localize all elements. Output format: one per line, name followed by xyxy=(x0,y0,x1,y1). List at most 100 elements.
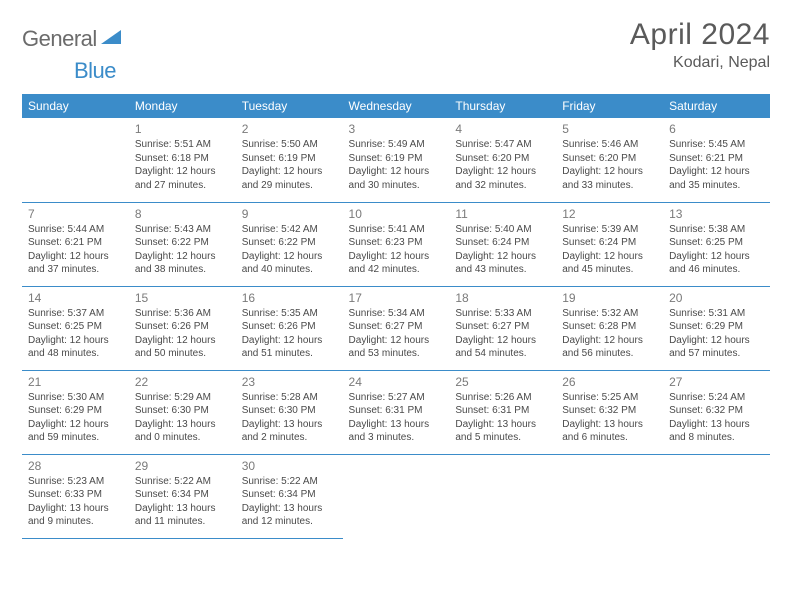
day-number: 16 xyxy=(242,291,337,305)
calendar-cell: 12Sunrise: 5:39 AMSunset: 6:24 PMDayligh… xyxy=(556,202,663,286)
daylight-line: Daylight: 13 hours and 2 minutes. xyxy=(242,418,337,445)
daylight-line: Daylight: 12 hours and 40 minutes. xyxy=(242,250,337,277)
sunrise-line: Sunrise: 5:42 AM xyxy=(242,223,337,237)
calendar-cell: 14Sunrise: 5:37 AMSunset: 6:25 PMDayligh… xyxy=(22,286,129,370)
calendar-cell: 18Sunrise: 5:33 AMSunset: 6:27 PMDayligh… xyxy=(449,286,556,370)
calendar-cell: 27Sunrise: 5:24 AMSunset: 6:32 PMDayligh… xyxy=(663,370,770,454)
sunset-line: Sunset: 6:19 PM xyxy=(349,152,444,166)
daylight-line: Daylight: 12 hours and 53 minutes. xyxy=(349,334,444,361)
calendar-cell: 6Sunrise: 5:45 AMSunset: 6:21 PMDaylight… xyxy=(663,118,770,202)
calendar-cell: 7Sunrise: 5:44 AMSunset: 6:21 PMDaylight… xyxy=(22,202,129,286)
sunrise-line: Sunrise: 5:40 AM xyxy=(455,223,550,237)
sunrise-line: Sunrise: 5:22 AM xyxy=(135,475,230,489)
sunset-line: Sunset: 6:30 PM xyxy=(135,404,230,418)
calendar-cell: 3Sunrise: 5:49 AMSunset: 6:19 PMDaylight… xyxy=(343,118,450,202)
daylight-line: Daylight: 12 hours and 46 minutes. xyxy=(669,250,764,277)
calendar-cell: 13Sunrise: 5:38 AMSunset: 6:25 PMDayligh… xyxy=(663,202,770,286)
calendar-header-row: SundayMondayTuesdayWednesdayThursdayFrid… xyxy=(22,94,770,118)
daylight-line: Daylight: 12 hours and 56 minutes. xyxy=(562,334,657,361)
calendar-cell: 30Sunrise: 5:22 AMSunset: 6:34 PMDayligh… xyxy=(236,454,343,538)
day-number: 26 xyxy=(562,375,657,389)
sunrise-line: Sunrise: 5:26 AM xyxy=(455,391,550,405)
sunset-line: Sunset: 6:22 PM xyxy=(242,236,337,250)
calendar-cell: 2Sunrise: 5:50 AMSunset: 6:19 PMDaylight… xyxy=(236,118,343,202)
daylight-line: Daylight: 12 hours and 50 minutes. xyxy=(135,334,230,361)
sunset-line: Sunset: 6:29 PM xyxy=(28,404,123,418)
daylight-line: Daylight: 12 hours and 45 minutes. xyxy=(562,250,657,277)
day-number: 22 xyxy=(135,375,230,389)
calendar-week-row: 7Sunrise: 5:44 AMSunset: 6:21 PMDaylight… xyxy=(22,202,770,286)
day-number: 1 xyxy=(135,122,230,136)
sunrise-line: Sunrise: 5:49 AM xyxy=(349,138,444,152)
sunset-line: Sunset: 6:32 PM xyxy=(562,404,657,418)
sunrise-line: Sunrise: 5:43 AM xyxy=(135,223,230,237)
day-header: Monday xyxy=(129,94,236,118)
day-number: 28 xyxy=(28,459,123,473)
sunrise-line: Sunrise: 5:23 AM xyxy=(28,475,123,489)
daylight-line: Daylight: 12 hours and 38 minutes. xyxy=(135,250,230,277)
sunset-line: Sunset: 6:24 PM xyxy=(562,236,657,250)
day-number: 25 xyxy=(455,375,550,389)
location-label: Kodari, Nepal xyxy=(630,54,770,72)
calendar-body: 1Sunrise: 5:51 AMSunset: 6:18 PMDaylight… xyxy=(22,118,770,538)
daylight-line: Daylight: 12 hours and 32 minutes. xyxy=(455,165,550,192)
day-header: Wednesday xyxy=(343,94,450,118)
calendar-cell: 19Sunrise: 5:32 AMSunset: 6:28 PMDayligh… xyxy=(556,286,663,370)
calendar-cell: 5Sunrise: 5:46 AMSunset: 6:20 PMDaylight… xyxy=(556,118,663,202)
day-header: Saturday xyxy=(663,94,770,118)
day-number: 14 xyxy=(28,291,123,305)
day-number: 8 xyxy=(135,207,230,221)
sunrise-line: Sunrise: 5:25 AM xyxy=(562,391,657,405)
daylight-line: Daylight: 13 hours and 11 minutes. xyxy=(135,502,230,529)
triangle-icon xyxy=(101,28,121,49)
calendar-cell: 28Sunrise: 5:23 AMSunset: 6:33 PMDayligh… xyxy=(22,454,129,538)
day-number: 9 xyxy=(242,207,337,221)
calendar-cell: 22Sunrise: 5:29 AMSunset: 6:30 PMDayligh… xyxy=(129,370,236,454)
sunrise-line: Sunrise: 5:36 AM xyxy=(135,307,230,321)
calendar-cell: 15Sunrise: 5:36 AMSunset: 6:26 PMDayligh… xyxy=(129,286,236,370)
calendar-week-row: 1Sunrise: 5:51 AMSunset: 6:18 PMDaylight… xyxy=(22,118,770,202)
logo: General xyxy=(22,26,123,52)
daylight-line: Daylight: 12 hours and 54 minutes. xyxy=(455,334,550,361)
daylight-line: Daylight: 13 hours and 3 minutes. xyxy=(349,418,444,445)
day-number: 27 xyxy=(669,375,764,389)
calendar-cell: 20Sunrise: 5:31 AMSunset: 6:29 PMDayligh… xyxy=(663,286,770,370)
daylight-line: Daylight: 12 hours and 37 minutes. xyxy=(28,250,123,277)
sunset-line: Sunset: 6:23 PM xyxy=(349,236,444,250)
daylight-line: Daylight: 12 hours and 27 minutes. xyxy=(135,165,230,192)
sunrise-line: Sunrise: 5:35 AM xyxy=(242,307,337,321)
calendar-cell: 24Sunrise: 5:27 AMSunset: 6:31 PMDayligh… xyxy=(343,370,450,454)
calendar-cell xyxy=(663,454,770,538)
daylight-line: Daylight: 12 hours and 42 minutes. xyxy=(349,250,444,277)
day-number: 17 xyxy=(349,291,444,305)
calendar-cell: 8Sunrise: 5:43 AMSunset: 6:22 PMDaylight… xyxy=(129,202,236,286)
sunset-line: Sunset: 6:25 PM xyxy=(669,236,764,250)
day-number: 30 xyxy=(242,459,337,473)
sunset-line: Sunset: 6:30 PM xyxy=(242,404,337,418)
sunset-line: Sunset: 6:32 PM xyxy=(669,404,764,418)
calendar-week-row: 21Sunrise: 5:30 AMSunset: 6:29 PMDayligh… xyxy=(22,370,770,454)
day-number: 13 xyxy=(669,207,764,221)
sunrise-line: Sunrise: 5:41 AM xyxy=(349,223,444,237)
sunrise-line: Sunrise: 5:24 AM xyxy=(669,391,764,405)
daylight-line: Daylight: 13 hours and 9 minutes. xyxy=(28,502,123,529)
day-header: Sunday xyxy=(22,94,129,118)
sunrise-line: Sunrise: 5:39 AM xyxy=(562,223,657,237)
sunset-line: Sunset: 6:26 PM xyxy=(242,320,337,334)
sunrise-line: Sunrise: 5:50 AM xyxy=(242,138,337,152)
calendar-cell: 1 Sunrise: 5:51 AMSunset: 6:18 PMDaylight… xyxy=(129,118,236,202)
sunset-line: Sunset: 6:18 PM xyxy=(135,152,230,166)
sunrise-line: Sunrise: 5:47 AM xyxy=(455,138,550,152)
title-block: April 2024 Kodari, Nepal xyxy=(630,18,770,72)
day-header: Thursday xyxy=(449,94,556,118)
calendar-cell: 29Sunrise: 5:22 AMSunset: 6:34 PMDayligh… xyxy=(129,454,236,538)
daylight-line: Daylight: 13 hours and 6 minutes. xyxy=(562,418,657,445)
day-number: 19 xyxy=(562,291,657,305)
daylight-line: Daylight: 12 hours and 30 minutes. xyxy=(349,165,444,192)
sunrise-line: Sunrise: 5:51 AM xyxy=(135,138,230,152)
day-number: 5 xyxy=(562,122,657,136)
day-header: Friday xyxy=(556,94,663,118)
calendar-cell: 17Sunrise: 5:34 AMSunset: 6:27 PMDayligh… xyxy=(343,286,450,370)
day-number: 4 xyxy=(455,122,550,136)
sunset-line: Sunset: 6:21 PM xyxy=(28,236,123,250)
